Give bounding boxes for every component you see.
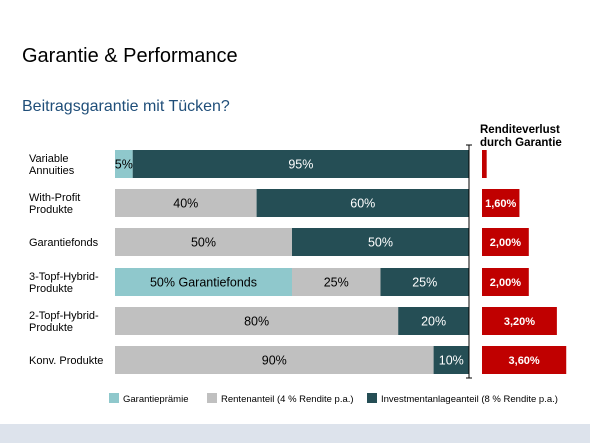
bar-segment [115, 189, 257, 217]
category-label: Annuities [29, 165, 75, 177]
stacked-bar-chart: VariableAnnuitiesWith-ProfitProdukteGara… [29, 124, 567, 405]
page-title: Garantie & Performance [22, 45, 238, 67]
bar-segment [292, 228, 469, 256]
category-label: 2-Topf-Hybrid- [29, 310, 99, 322]
side-bar-label: 2,00% [490, 237, 521, 249]
data-label: 25% [324, 276, 349, 290]
side-bar [482, 228, 529, 256]
side-bar-label: 3,20% [504, 316, 535, 328]
bar-segment [380, 268, 469, 296]
bar-segment [256, 189, 469, 217]
data-label: 25% [412, 276, 437, 290]
data-label: 40% [173, 197, 198, 211]
category-label: Variable [29, 153, 69, 165]
category-label: 3-Topf-Hybrid- [29, 271, 99, 283]
legend-label: Garantieprämie [123, 394, 188, 405]
category-label: Konv. Produkte [29, 355, 103, 367]
bar-segment [115, 268, 292, 296]
bar-segment [292, 268, 381, 296]
bar-segment [115, 307, 399, 335]
data-label: 80% [244, 315, 269, 329]
data-label: 10% [439, 354, 464, 368]
legend-swatch [109, 393, 119, 403]
side-bar [482, 150, 487, 178]
bar-segment [433, 346, 469, 374]
data-label: 20% [421, 315, 446, 329]
bar-segment [115, 346, 434, 374]
legend-label: Investmentanlageanteil (8 % Rendite p.a.… [381, 394, 558, 405]
side-bars-title: Renditeverlust [480, 124, 560, 136]
legend-swatch [207, 393, 217, 403]
category-label: Produkte [29, 204, 73, 216]
bar-segment [115, 150, 133, 178]
data-label: 50% Garantiefonds [150, 276, 257, 290]
side-bar [482, 346, 567, 374]
footer-band [0, 424, 590, 443]
data-label: 90% [262, 354, 287, 368]
data-label: 50% [191, 236, 216, 250]
data-label: 50% [368, 236, 393, 250]
data-label: 95% [288, 158, 313, 172]
bar-segment [398, 307, 469, 335]
side-bar-label: 2,00% [490, 277, 521, 289]
side-bar [482, 307, 557, 335]
side-bar [482, 268, 529, 296]
side-bar [482, 189, 520, 217]
side-bar-label: 1,60% [485, 198, 516, 210]
data-label: 60% [350, 197, 375, 211]
data-label: 5% [115, 158, 133, 172]
legend-label: Rentenanteil (4 % Rendite p.a.) [221, 394, 354, 405]
legend-swatch [367, 393, 377, 403]
category-label: Produkte [29, 322, 73, 334]
category-label: Garantiefonds [29, 237, 99, 249]
category-label: Produkte [29, 283, 73, 295]
bar-segment [132, 150, 469, 178]
page-subtitle: Beitragsgarantie mit Tücken? [22, 98, 230, 115]
side-bar-label: 3,60% [509, 355, 540, 367]
category-label: With-Profit [29, 192, 80, 204]
side-bars-title: durch Garantie [480, 137, 562, 149]
bar-segment [115, 228, 292, 256]
